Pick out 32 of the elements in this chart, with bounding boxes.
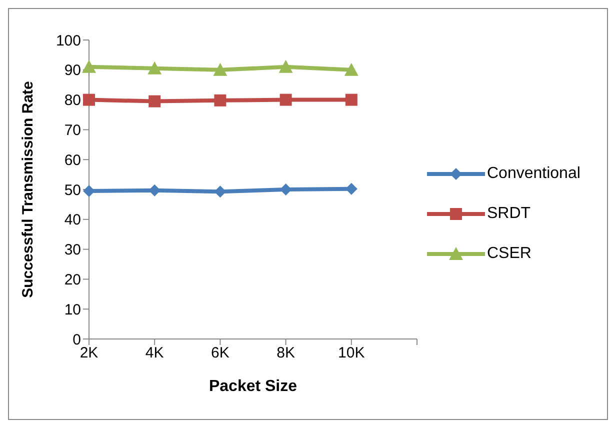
y-tick-label: 90 xyxy=(64,62,81,80)
point xyxy=(344,62,358,76)
x-tick-label: 6K xyxy=(211,344,230,362)
y-tick-label: 30 xyxy=(64,242,81,259)
y-tick-label: 80 xyxy=(64,92,81,110)
point xyxy=(278,60,293,73)
point xyxy=(214,94,226,106)
legend-label: CSER xyxy=(487,245,532,263)
y-tick-label: 50 xyxy=(64,182,81,199)
point xyxy=(83,184,95,197)
y-tick-label: 60 xyxy=(64,152,81,169)
point xyxy=(82,60,96,73)
point xyxy=(148,61,162,74)
y-tick-label: 100 xyxy=(56,32,81,50)
point xyxy=(213,62,228,76)
y-tick-label: 70 xyxy=(64,122,81,140)
x-tick-label: 4K xyxy=(145,344,164,362)
y-tick-label: 20 xyxy=(64,272,81,289)
point xyxy=(83,94,95,106)
legend-label: Conventional xyxy=(487,165,580,183)
legend-label: SRDT xyxy=(487,205,531,223)
x-tick-label: 2K xyxy=(80,344,98,362)
x-axis-title: Packet Size xyxy=(208,378,298,395)
point xyxy=(148,95,161,108)
point xyxy=(345,94,358,106)
y-tick-label: 40 xyxy=(64,212,81,229)
x-tick-label: 8K xyxy=(276,344,295,362)
y-tick-label: 0 xyxy=(72,331,81,348)
x-tick-label: 10K xyxy=(338,344,365,362)
y-axis-title: Successful Transmission Rate xyxy=(19,81,36,298)
point xyxy=(280,94,292,106)
y-tick-label: 10 xyxy=(64,301,81,318)
